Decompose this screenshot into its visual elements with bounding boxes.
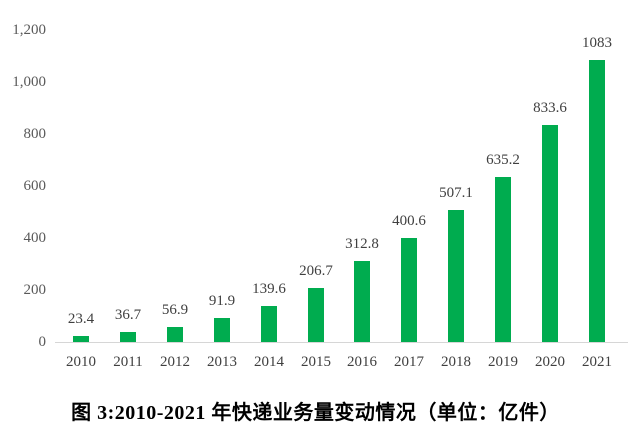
x-tick-label-2010: 2010 (66, 354, 96, 370)
bar-value-label-2019: 635.2 (486, 152, 520, 168)
bar-2017 (401, 238, 417, 342)
bar-value-label-2010: 23.4 (67, 311, 95, 327)
bar-2011 (120, 332, 136, 342)
bar-2016 (354, 261, 370, 342)
x-tick-label-2019: 2019 (488, 354, 518, 370)
y-tick-label: 600 (23, 178, 47, 194)
bar-2012 (167, 327, 183, 342)
bar-2010 (73, 336, 89, 342)
x-tick-label-2016: 2016 (347, 354, 377, 370)
bar-2014 (261, 306, 277, 342)
bar-2021 (589, 60, 605, 342)
bar-value-label-2011: 36.7 (114, 307, 142, 323)
bar-value-label-2013: 91.9 (208, 293, 236, 309)
y-tick-label: 800 (23, 126, 47, 142)
y-tick-label: 400 (23, 230, 47, 246)
bar-value-label-2021: 1083 (582, 35, 612, 51)
bar-value-label-2017: 400.6 (392, 213, 426, 229)
bar-2018 (448, 210, 464, 342)
x-tick-label-2015: 2015 (301, 354, 331, 370)
x-tick-label-2014: 2014 (254, 354, 284, 370)
bar-2015 (308, 288, 324, 342)
bar-chart: 0 200 400 600 800 1,000 1,200 23.4 2010 36.7 2011 5… (12, 22, 628, 370)
bar-value-label-2015: 206.7 (299, 263, 333, 279)
bar-2020 (542, 125, 558, 342)
bar-value-label-2016: 312.8 (345, 236, 379, 252)
y-tick-label: 0 (38, 334, 47, 350)
bar-value-label-2012: 56.9 (161, 302, 189, 318)
bar-2013 (214, 318, 230, 342)
x-tick-label-2011: 2011 (113, 354, 143, 370)
bar-value-label-2018: 507.1 (439, 185, 473, 201)
bar-value-label-2020: 833.6 (533, 100, 567, 116)
x-tick-label-2020: 2020 (535, 354, 565, 370)
x-tick-label-2012: 2012 (160, 354, 190, 370)
x-tick-label-2017: 2017 (394, 354, 424, 370)
bar-value-label-2014: 139.6 (252, 281, 286, 297)
bar-2019 (495, 177, 511, 342)
x-axis-line (55, 342, 628, 343)
x-tick-label-2018: 2018 (441, 354, 471, 370)
y-tick-label: 1,200 (12, 22, 46, 38)
chart-caption: 图 3:2010-2021 年快递业务量变动情况（单位：亿件） (71, 402, 560, 424)
y-tick-label: 200 (23, 282, 47, 298)
y-tick-label: 1,000 (12, 74, 46, 90)
x-tick-label-2021: 2021 (582, 354, 612, 370)
x-tick-label-2013: 2013 (207, 354, 237, 370)
